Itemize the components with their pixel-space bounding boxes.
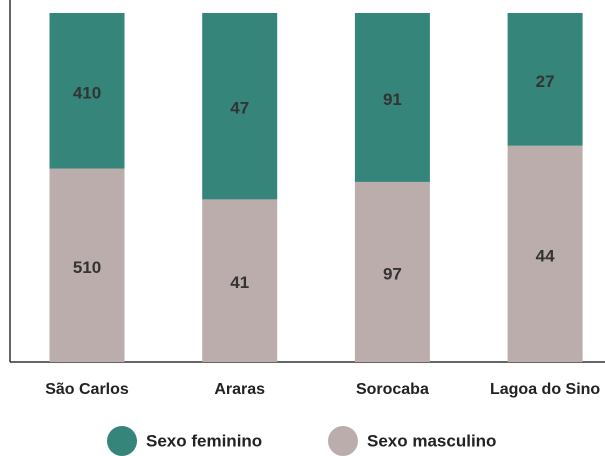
value-label: 44 [536, 246, 555, 265]
value-label: 47 [230, 99, 249, 118]
legend-label: Sexo feminino [146, 431, 262, 450]
x-tick-label: Araras [214, 381, 265, 398]
x-tick-label: Lagoa do Sino [490, 381, 600, 398]
value-label: 410 [73, 83, 101, 102]
x-tick-label: São Carlos [45, 381, 129, 398]
bar-segment [507, 13, 583, 146]
bar-segment [49, 13, 125, 169]
bar-segment [354, 13, 430, 182]
legend-swatch [107, 426, 137, 456]
bar-segment [202, 13, 278, 200]
value-label: 510 [73, 258, 101, 277]
value-label: 97 [383, 264, 402, 283]
value-label: 41 [230, 273, 249, 292]
legend-swatch [328, 426, 358, 456]
value-label: 91 [383, 90, 402, 109]
bar-segment [49, 168, 125, 362]
bar-segment [354, 181, 430, 362]
value-label: 27 [536, 72, 555, 91]
bar-segment [507, 145, 583, 362]
x-tick-label: Sorocaba [356, 381, 429, 398]
legend-label: Sexo masculino [367, 431, 496, 450]
bar-segment [202, 199, 278, 362]
